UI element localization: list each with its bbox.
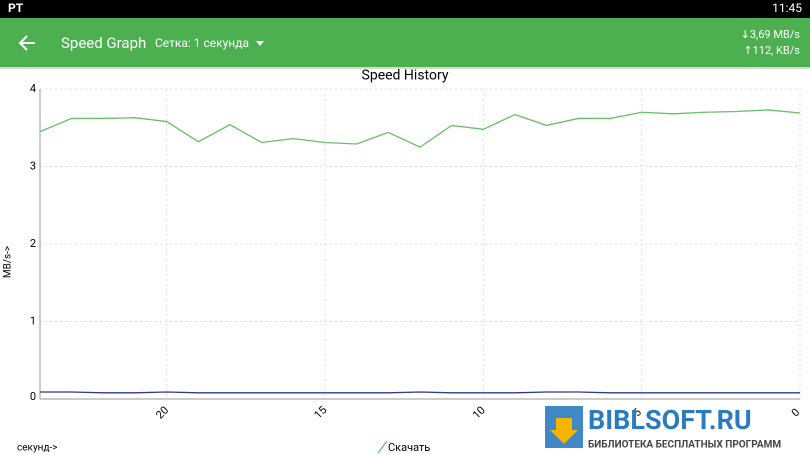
watermark-tagline: БИБЛИОТЕКА БЕСПЛАТНЫХ ПРОГРАММ	[588, 440, 781, 451]
y-axis-label: MB/s->	[3, 246, 14, 278]
watermark-brand: BIBLSOFT.RU	[588, 404, 752, 436]
app-bar-shadow	[0, 67, 810, 69]
status-time: 11:45	[772, 1, 802, 15]
status-left: PT	[8, 1, 24, 15]
grid-setting[interactable]: Сетка: 1 секунда	[155, 36, 249, 50]
legend-swatch	[377, 440, 388, 454]
watermark: BIBLSOFT.RU БИБЛИОТЕКА БЕСПЛАТНЫХ ПРОГРА…	[545, 404, 781, 451]
y-tick-label: 0	[30, 390, 36, 403]
x-tick-label: 15	[312, 404, 330, 422]
app-title: Speed Graph	[61, 34, 146, 52]
x-tick-label: 0	[789, 406, 803, 420]
x-axis-label: секунд->	[17, 443, 57, 454]
dropdown-arrow[interactable]	[256, 41, 264, 46]
status-bar	[0, 0, 810, 18]
y-tick-label: 4	[30, 82, 36, 95]
x-tick-label: 20	[153, 404, 171, 422]
chart-title: Speed History	[362, 68, 449, 84]
download-speed: ↓3,69 MB/s	[741, 28, 801, 41]
app-bar	[0, 18, 810, 67]
legend: Скачать	[377, 440, 430, 454]
upload-speed: ↑112, KB/s	[743, 44, 800, 57]
x-tick-label: 10	[470, 404, 488, 422]
series-line	[40, 391, 800, 394]
y-tick-label: 1	[30, 314, 36, 327]
back-button[interactable]	[18, 35, 35, 51]
y-tick-label: 2	[30, 237, 36, 250]
y-tick-label: 3	[30, 159, 36, 172]
legend-label: Скачать	[388, 441, 430, 454]
series-line	[39, 109, 801, 148]
